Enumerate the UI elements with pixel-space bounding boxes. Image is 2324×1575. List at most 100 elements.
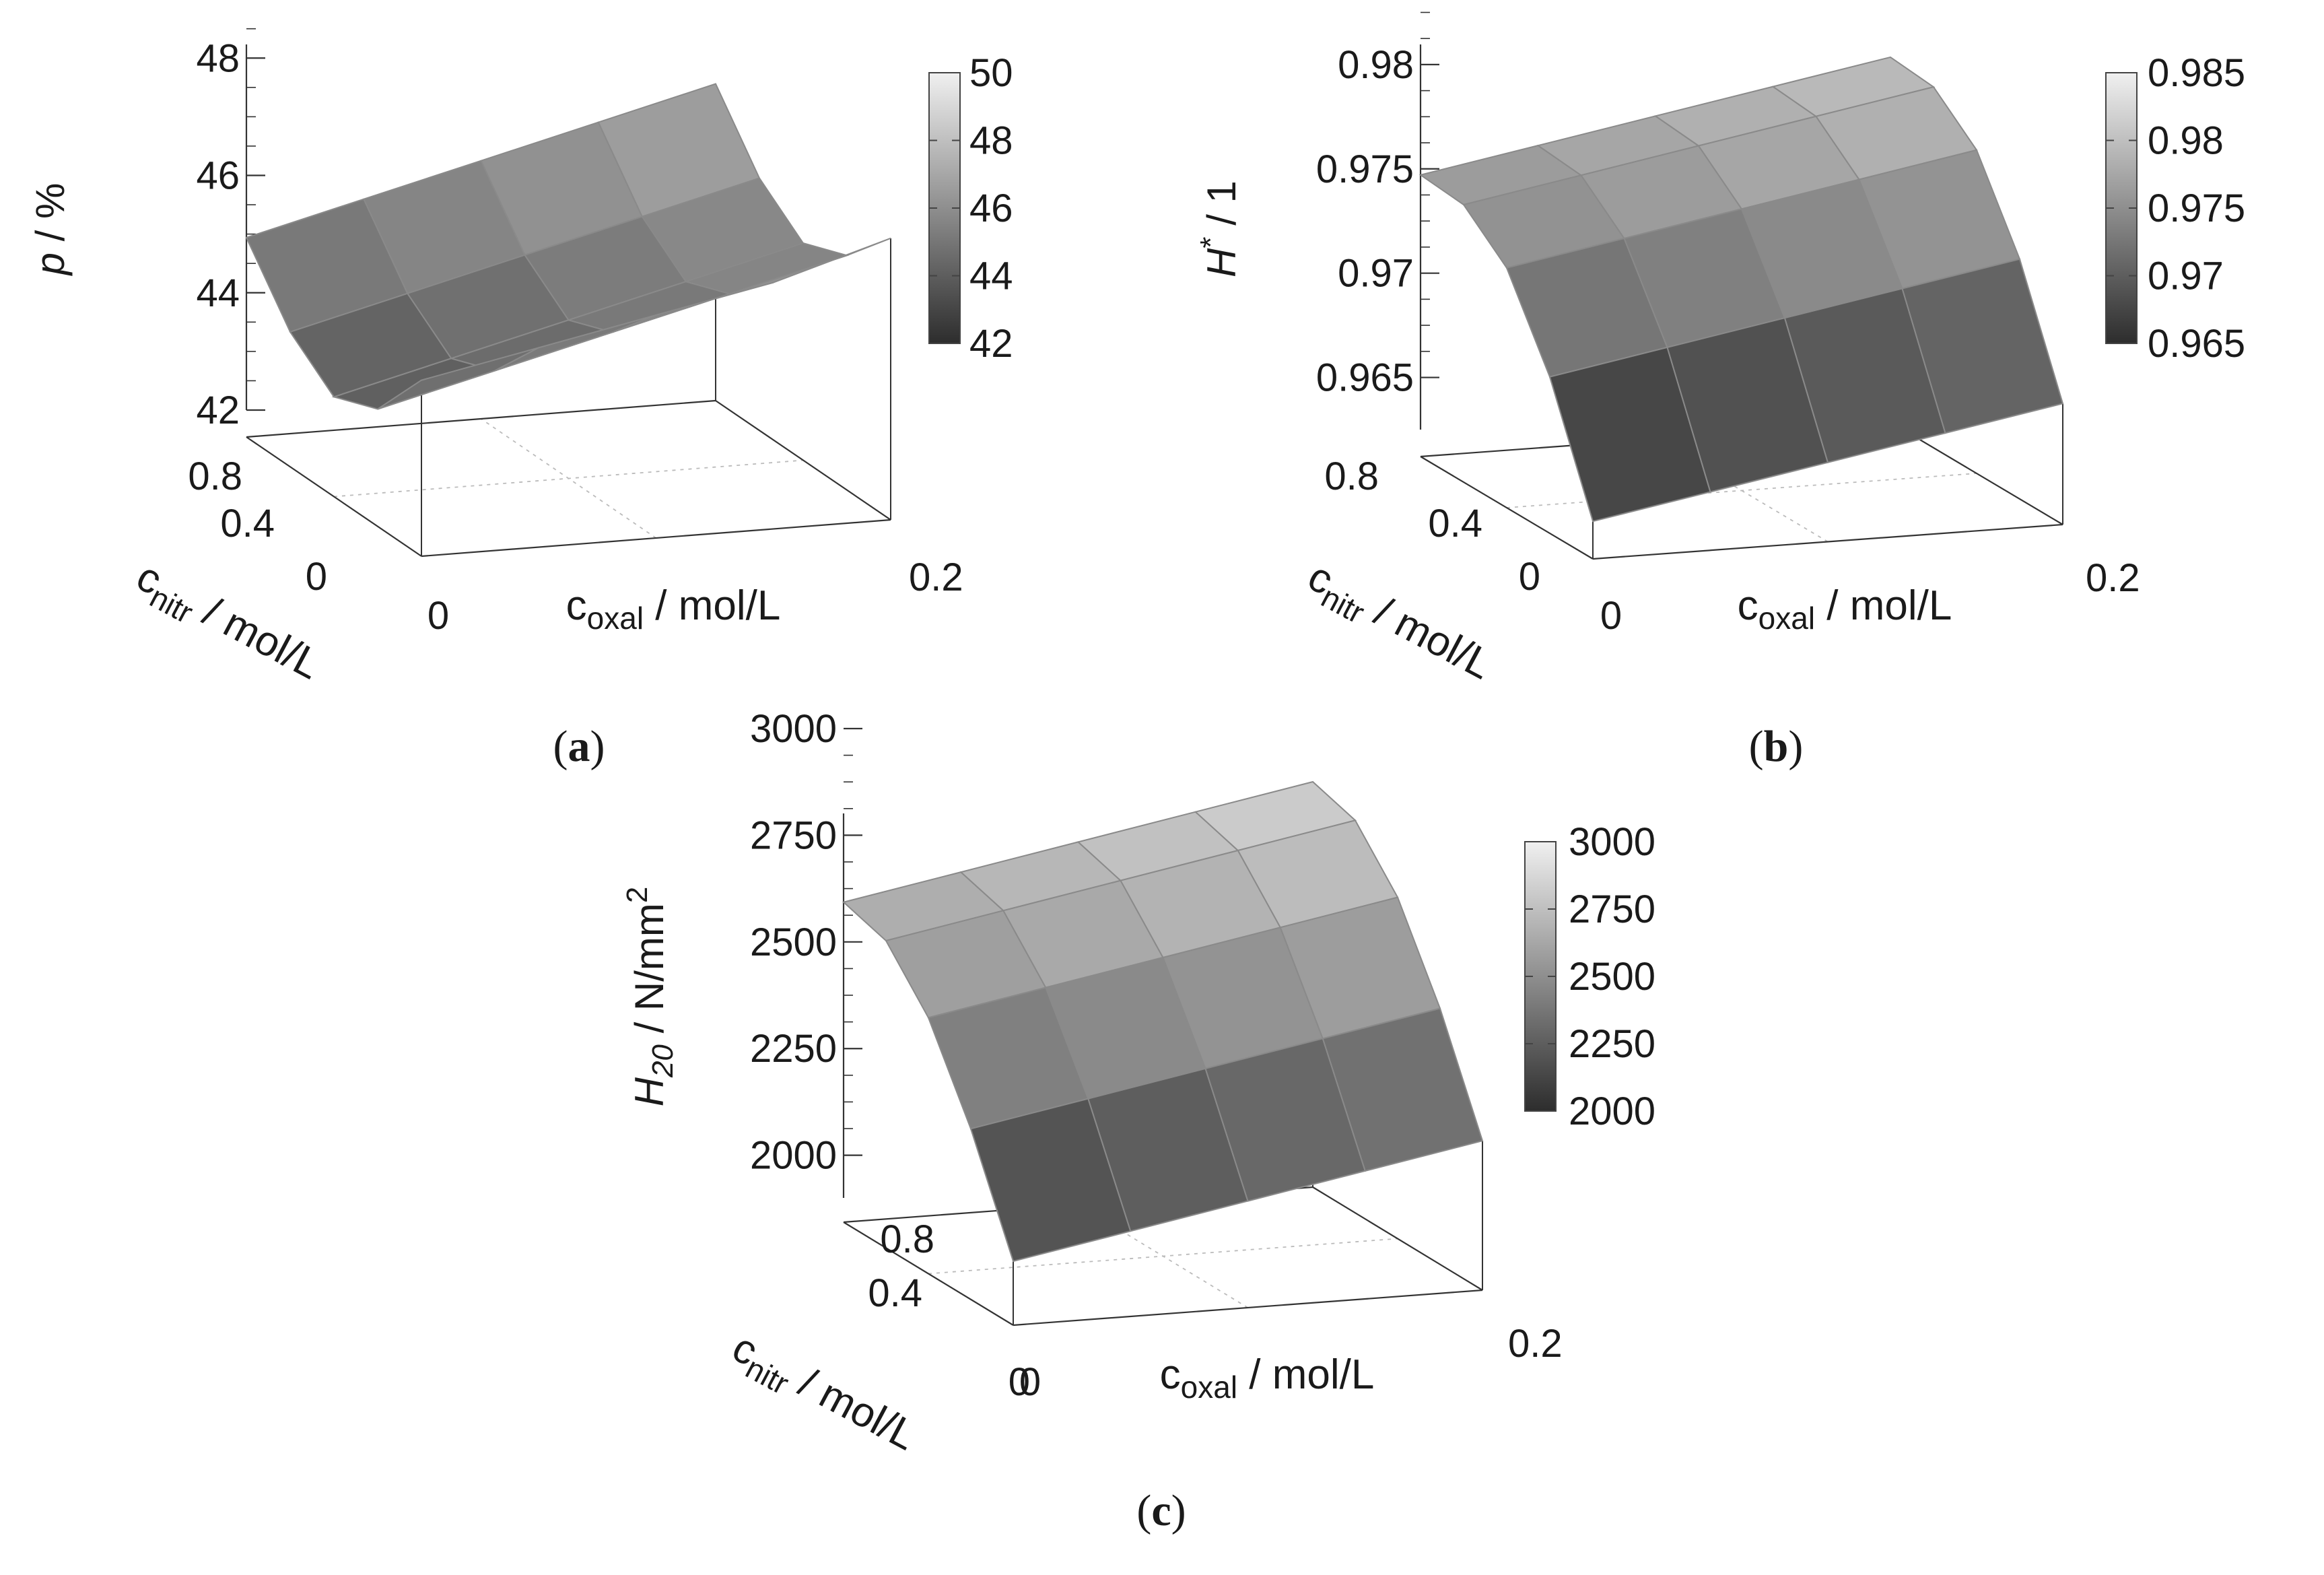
z-axis-label: H* / 1 bbox=[1194, 180, 1244, 277]
z-axis-label-unit: / % bbox=[28, 183, 73, 253]
x-tick-label: 0 bbox=[428, 594, 449, 638]
colorbar-tick-label: 2750 bbox=[1569, 887, 1655, 931]
z-tick-label: 0.98 bbox=[1338, 43, 1414, 87]
z-tick-label: 46 bbox=[196, 154, 240, 198]
y-tick-label: 0.4 bbox=[868, 1271, 922, 1315]
y-axis-label: cnitr / mol/L bbox=[1297, 553, 1499, 694]
z-tick-label: 44 bbox=[196, 271, 240, 315]
z-tick-label: 42 bbox=[196, 389, 240, 432]
panel-caption-close: ) bbox=[1171, 1486, 1186, 1535]
surface-cell bbox=[729, 237, 891, 295]
z-axis-label-sup: * bbox=[1194, 236, 1227, 248]
z-axis-label-unit-sup: 2 bbox=[621, 887, 654, 903]
z-axis-label-unit: / 1 bbox=[1199, 180, 1244, 236]
y-axis-line bbox=[246, 436, 422, 557]
z-tick-label: 2250 bbox=[750, 1027, 837, 1071]
z-tick-label: 2500 bbox=[750, 920, 837, 964]
panel-caption-open: ( bbox=[1136, 1486, 1151, 1535]
panel-caption-close: ) bbox=[1788, 722, 1803, 771]
y-tick-label: 0.4 bbox=[220, 502, 275, 545]
panel-b: 0.965 0.97 0.975 0.98 0.985 0.965 0.97 0.975 0.9… bbox=[1194, 11, 2245, 694]
x-axis-line bbox=[421, 518, 891, 558]
panel-caption-letter: c bbox=[1151, 1486, 1171, 1535]
y-tick-label: 0.4 bbox=[1428, 502, 1482, 545]
y-tick-label: 0 bbox=[306, 555, 327, 599]
floor-grid-line bbox=[1506, 473, 1977, 508]
panel-caption-letter: b bbox=[1764, 722, 1789, 771]
x-axis-label-sub: oxal bbox=[587, 601, 644, 636]
y-tick-label: 0 bbox=[1009, 1360, 1030, 1404]
x-axis-label: coxal / mol/L bbox=[1738, 582, 1952, 636]
y-axis-label-unit: / mol/L bbox=[782, 1354, 924, 1459]
z-axis-label-main: H bbox=[627, 1077, 672, 1106]
panel-c: 2000225025002750300020002250250027503000… bbox=[621, 707, 1655, 1465]
z-axis-label: p / % bbox=[28, 183, 73, 277]
y-tick-label: 0.8 bbox=[188, 455, 242, 498]
floor-edge-line bbox=[715, 400, 891, 521]
z-tick-label: 0.97 bbox=[1338, 252, 1414, 296]
colorbar-tick-label: 2250 bbox=[1569, 1022, 1655, 1066]
x-axis-label-unit: / mol/L bbox=[1237, 1351, 1374, 1398]
panel-a: 4244464850424446485000.40.800.2p / %cnit… bbox=[28, 28, 1013, 694]
panel-caption-open: ( bbox=[1749, 722, 1764, 771]
y-tick-label: 0.8 bbox=[1324, 455, 1379, 498]
y-tick-label: 0 bbox=[1519, 555, 1540, 599]
panel-caption-letter: a bbox=[568, 722, 590, 771]
x-tick-label: 0 bbox=[1019, 1360, 1041, 1404]
colorbar-tick-label: 46 bbox=[969, 187, 1013, 230]
colorbar-tick-label: 0.975 bbox=[2148, 187, 2245, 230]
floor-grid-line bbox=[928, 1238, 1398, 1275]
colorbar-tick-label: 0.985 bbox=[2148, 51, 2245, 95]
x-axis-line bbox=[1013, 1289, 1483, 1327]
z-tick-label: 2750 bbox=[750, 813, 837, 857]
y-tick-label: 0.8 bbox=[880, 1217, 934, 1261]
x-tick-label: 0.2 bbox=[2086, 556, 2140, 600]
colorbar-tick-label: 50 bbox=[969, 51, 1013, 95]
panel-caption: (a) bbox=[553, 722, 605, 771]
y-axis-line bbox=[1420, 456, 1594, 560]
z-tick-label: 48 bbox=[196, 36, 240, 80]
z-axis-label-unit: / N/mm bbox=[627, 903, 672, 1044]
colorbar-tick-label: 42 bbox=[969, 322, 1013, 366]
y-axis-label: cnitr / mol/L bbox=[722, 1324, 924, 1465]
x-axis-label-main: c bbox=[1160, 1351, 1181, 1398]
panel-caption: (c) bbox=[1136, 1486, 1186, 1535]
z-axis-label-main: H bbox=[1199, 248, 1244, 277]
y-axis-line bbox=[843, 1221, 1014, 1326]
x-axis-label-main: c bbox=[1738, 582, 1758, 629]
y-axis-label-unit: / mol/L bbox=[186, 583, 329, 688]
z-tick-label: 3000 bbox=[750, 707, 837, 751]
colorbar-tick-label: 0.965 bbox=[2148, 322, 2245, 366]
z-tick-label: 2000 bbox=[750, 1134, 837, 1178]
x-axis-label: coxal / mol/L bbox=[1160, 1351, 1375, 1405]
panel-captions: (a) (b)(c) bbox=[553, 722, 1804, 1535]
z-tick-label: 0.965 bbox=[1316, 356, 1414, 400]
x-axis-label: coxal / mol/L bbox=[566, 582, 781, 636]
floor-back-edge-line bbox=[246, 399, 716, 438]
z-tick-label: 0.975 bbox=[1316, 147, 1414, 191]
x-axis-label-sub: oxal bbox=[1758, 601, 1815, 636]
colorbar-tick-label: 2000 bbox=[1569, 1090, 1655, 1133]
y-axis-label: cnitr / mol/L bbox=[126, 553, 328, 694]
panel-caption-open: ( bbox=[553, 722, 568, 771]
colorbar-tick-label: 3000 bbox=[1569, 820, 1655, 864]
x-tick-label: 0.2 bbox=[1508, 1322, 1563, 1366]
surface-cell bbox=[1322, 1007, 1484, 1172]
x-tick-label: 0.2 bbox=[909, 556, 963, 599]
colorbar-tick-label: 0.98 bbox=[2148, 119, 2224, 163]
colorbar-tick-label: 2500 bbox=[1569, 955, 1655, 999]
surface-cell bbox=[1901, 258, 2064, 434]
x-axis-label-unit: / mol/L bbox=[1815, 582, 1952, 629]
panel-caption: (b) bbox=[1749, 722, 1804, 771]
y-axis-label-unit: / mol/L bbox=[1357, 583, 1500, 688]
panel-caption-close: ) bbox=[590, 722, 605, 771]
colorbar-tick-label: 0.97 bbox=[2148, 255, 2224, 298]
x-axis-label-unit: / mol/L bbox=[644, 582, 780, 629]
x-axis-line bbox=[1592, 523, 2063, 560]
colorbar-tick-label: 48 bbox=[969, 119, 1013, 163]
x-tick-label: 0 bbox=[1600, 594, 1622, 638]
z-axis-label: H20 / N/mm2 bbox=[621, 887, 679, 1107]
z-axis-label-sub: 20 bbox=[646, 1044, 679, 1078]
z-axis-label-main: p bbox=[28, 253, 73, 276]
